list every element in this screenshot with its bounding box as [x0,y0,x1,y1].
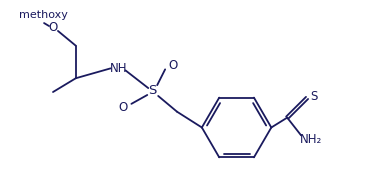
Text: NH₂: NH₂ [300,133,322,146]
Text: S: S [148,84,156,96]
Text: O: O [119,101,128,114]
Text: methoxy: methoxy [19,10,68,20]
Text: O: O [48,22,57,34]
Text: NH: NH [110,62,127,75]
Text: S: S [310,91,318,103]
Text: O: O [168,59,178,72]
